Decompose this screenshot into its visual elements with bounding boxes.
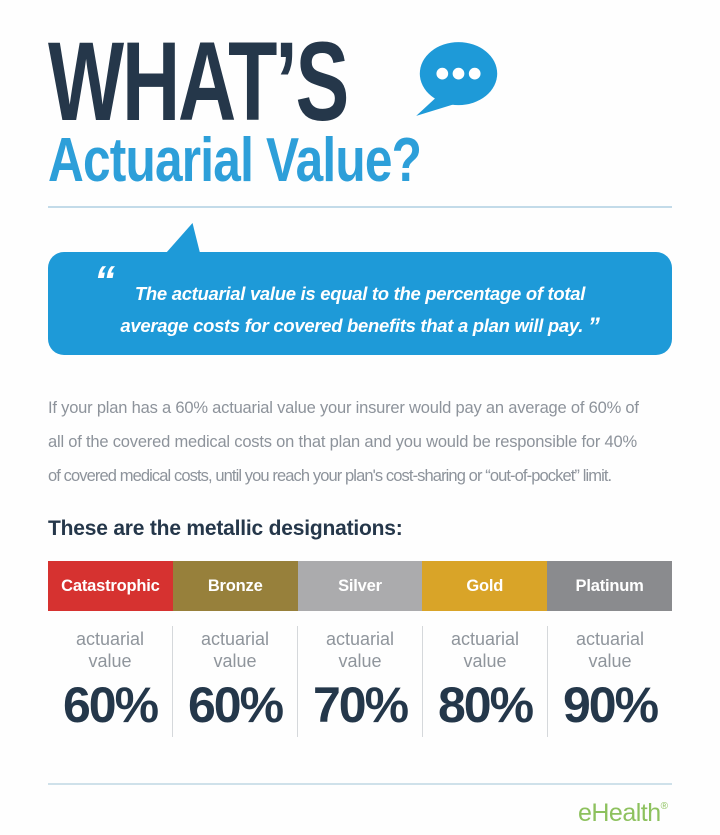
paragraph-line2: all of the covered medical costs on that… (48, 433, 637, 451)
page-title: WHAT’S (48, 19, 349, 144)
value-label: value (588, 651, 632, 671)
value-label: value (463, 651, 507, 671)
tier-value-col-platinum: actuarial value 90% (547, 626, 672, 737)
registered-trademark-mark: ® (660, 801, 668, 812)
close-quote-mark: ” (587, 313, 600, 340)
tier-value-platinum: 90% (562, 677, 659, 733)
tier-value-col-bronze: actuarial value 60% (172, 626, 297, 737)
description-paragraph: If your plan has a 60% actuarial value y… (48, 391, 672, 493)
quote-text-line1: The actuarial value is equal to the perc… (134, 283, 586, 304)
tier-header-catastrophic: Catastrophic (48, 561, 173, 611)
ehealth-logo: eHealth (577, 799, 661, 827)
tier-header-row: Catastrophic Bronze Silver Gold Platinum (48, 561, 672, 611)
actuarial-label: actuarial (450, 629, 520, 649)
tier-value-col-silver: actuarial value 70% (297, 626, 422, 737)
tier-value-col-catastrophic: actuarial value 60% (48, 626, 172, 737)
quote-text-line2: average costs for covered benefits that … (48, 310, 672, 342)
quote-bubble-tail-icon (166, 223, 200, 253)
tier-header-gold: Gold (422, 561, 548, 611)
tier-value-catastrophic: 60% (62, 677, 159, 733)
tier-value-gold: 80% (437, 677, 534, 733)
top-divider (48, 206, 672, 208)
paragraph-line3: of covered medical costs, until you reac… (48, 467, 612, 485)
paragraph-line1: If your plan has a 60% actuarial value y… (48, 399, 639, 417)
actuarial-label: actuarial (200, 629, 270, 649)
tier-value-col-gold: actuarial value 80% (422, 626, 547, 737)
value-label: value (88, 651, 132, 671)
section-heading: These are the metallic designations: (48, 517, 403, 540)
actuarial-label: actuarial (575, 629, 645, 649)
value-label: value (338, 651, 382, 671)
bottom-divider (48, 783, 672, 785)
tier-value-bronze: 60% (187, 677, 284, 733)
tier-header-bronze: Bronze (172, 561, 298, 611)
speech-bubble-icon (409, 40, 499, 123)
header: WHAT’S (48, 19, 672, 144)
tier-header-platinum: Platinum (547, 561, 672, 611)
quote-text-line2-text: average costs for covered benefits that … (120, 315, 584, 336)
tier-header-silver: Silver (297, 561, 423, 611)
footer: eHealth® (48, 799, 672, 828)
page-subtitle: Actuarial Value? (48, 126, 422, 195)
tier-value-silver: 70% (312, 677, 409, 733)
tier-values-row: actuarial value 60% actuarial value 60% … (48, 626, 672, 737)
actuarial-label: actuarial (325, 629, 395, 649)
open-quote-mark: “ (94, 257, 115, 304)
quote-bubble: “ The actuarial value is equal to the pe… (48, 223, 672, 355)
value-label: value (213, 651, 257, 671)
actuarial-label: actuarial (75, 629, 145, 649)
